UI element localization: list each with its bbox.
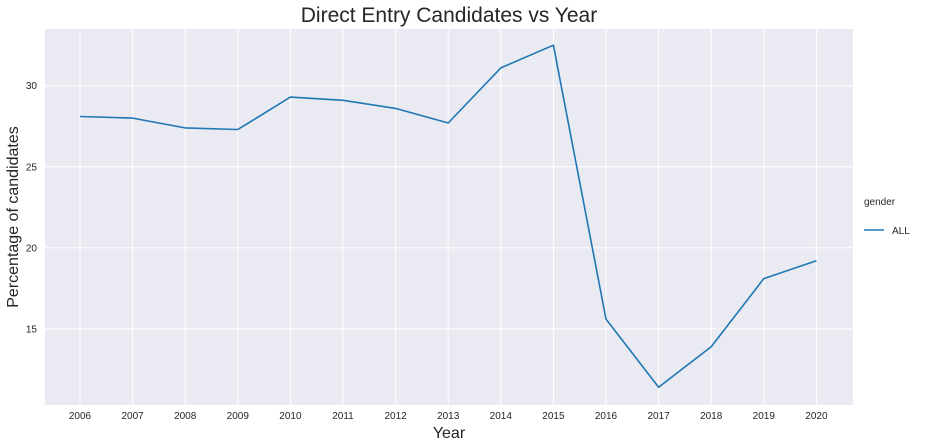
x-tick-label: 2011 [332,411,354,422]
y-tick-label: 25 [26,162,38,173]
series-line-all [79,44,817,389]
x-tick-label: 2016 [595,411,618,422]
x-tick-label: 2006 [69,411,92,422]
x-tick-label: 2020 [805,411,828,422]
chart-title: Direct Entry Candidates vs Year [301,4,597,27]
x-tick-label: 2018 [700,411,723,422]
x-tick-label: 2019 [753,411,776,422]
x-tick-label: 2007 [121,411,144,422]
legend-title: gender [864,197,896,208]
legend: gender ALL [864,197,910,237]
x-tick-label: 2009 [227,411,250,422]
legend-label-all: ALL [892,226,910,237]
x-tick-label: 2014 [490,411,513,422]
x-tick-label: 2015 [542,411,565,422]
x-tick-label: 2010 [279,411,302,422]
x-tick-label: 2008 [174,411,197,422]
x-tick-label: 2012 [384,411,407,422]
grid-lines [45,29,853,405]
y-tick-label: 20 [26,243,38,254]
y-axis-label: Percentage of candidates [5,126,22,307]
x-tick-label: 2017 [647,411,670,422]
x-axis-label: Year [433,425,466,442]
y-tick-label: 15 [26,324,38,335]
plot-area [45,29,853,405]
y-tick-labels: 15 20 25 30 [26,81,38,335]
y-tick-label: 30 [26,81,38,92]
x-tick-label: 2013 [437,411,460,422]
x-tick-labels: 2006 2007 2008 2009 2010 2011 2012 2013 2014 2015… [69,411,828,422]
series-lines [79,44,817,389]
